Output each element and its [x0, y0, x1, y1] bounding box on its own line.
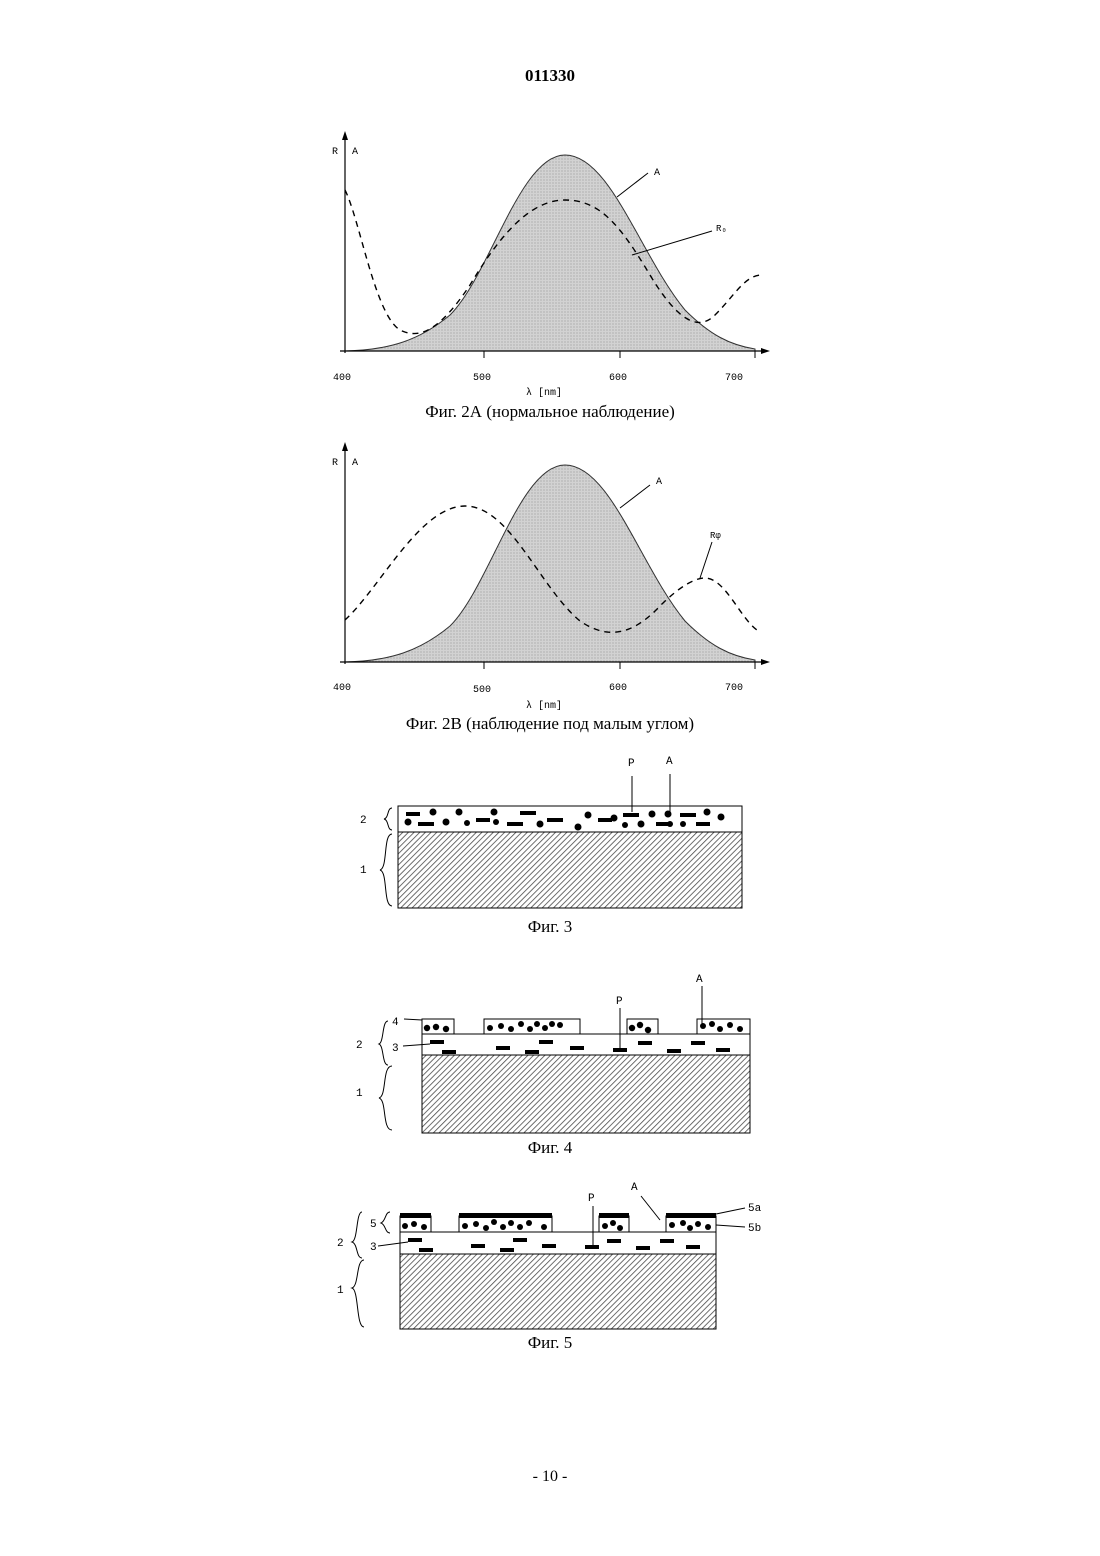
figure-2a-chart: R A 400 500 600 700 λ [nm] A R₀ [0, 125, 1100, 405]
label-layer-1: 1 [360, 865, 367, 877]
y-axis-arrow [342, 442, 348, 451]
label-layer-3: 3 [370, 1242, 377, 1254]
curve-label-a: A [656, 477, 662, 488]
leader-5b [716, 1225, 745, 1227]
label-layer-5b: 5b [748, 1223, 761, 1235]
page-number: - 10 - [0, 1468, 1100, 1486]
label-p: P [628, 758, 635, 770]
y-label-r: R [332, 458, 338, 469]
leader-r0 [632, 231, 712, 255]
brace-layer-2 [379, 1021, 388, 1065]
label-layer-2: 2 [360, 815, 367, 827]
brace-layer-2 [352, 1212, 362, 1258]
label-layer-3: 3 [392, 1043, 399, 1055]
absorption-curve-fill [345, 155, 755, 351]
x-tick-label-700: 700 [725, 373, 743, 384]
y-axis-arrow [342, 131, 348, 140]
label-layer-1: 1 [356, 1088, 363, 1100]
label-layer-1: 1 [337, 1285, 344, 1297]
top-layer-5a [400, 1213, 716, 1218]
label-a: A [631, 1182, 638, 1194]
label-layer-2: 2 [337, 1238, 344, 1250]
brace-layer-1 [352, 1260, 364, 1327]
figure-4-caption: Фиг. 4 [0, 1138, 1100, 1158]
x-tick-label-400: 400 [333, 683, 351, 694]
label-layer-5a: 5a [748, 1203, 762, 1215]
x-axis-arrow [761, 659, 770, 665]
label-p: P [588, 1193, 595, 1205]
leader-5a [716, 1208, 745, 1214]
x-axis-label: λ [nm] [526, 700, 562, 712]
leader-a [641, 1196, 660, 1220]
x-tick-label-600: 600 [609, 683, 627, 694]
figure-2a-caption: Фиг. 2А (нормальное наблюдение) [0, 402, 1100, 422]
figure-4-diagram: A P 4 3 2 1 [0, 966, 1100, 1138]
y-label-a: A [352, 147, 358, 158]
absorber-patches-layer-5b [400, 1216, 716, 1232]
curve-label-rphi: Rφ [710, 531, 721, 541]
label-layer-2: 2 [356, 1040, 363, 1052]
brace-layer-1 [379, 1066, 392, 1130]
absorber-particles [424, 1021, 743, 1033]
figure-3-caption: Фиг. 3 [0, 917, 1100, 937]
label-a: A [696, 974, 703, 986]
leader-layer-4 [404, 1019, 422, 1020]
label-layer-5: 5 [370, 1219, 377, 1231]
document-number: 011330 [0, 66, 1100, 86]
brace-layer-1 [380, 834, 392, 906]
leader-rphi [700, 542, 712, 578]
figure-5-caption: Фиг. 5 [0, 1333, 1100, 1353]
x-tick-label-600: 600 [609, 373, 627, 384]
substrate-layer-1 [398, 832, 742, 908]
x-tick-label-500: 500 [473, 685, 491, 696]
x-axis-arrow [761, 348, 770, 354]
leader-a [620, 485, 650, 508]
coating-layer-2 [398, 806, 742, 832]
brace-layer-2 [384, 808, 392, 830]
x-axis-label: λ [nm] [526, 387, 562, 399]
substrate-layer-1 [400, 1254, 716, 1329]
figure-2b-caption: Фиг. 2В (наблюдение под малым углом) [0, 714, 1100, 734]
label-a: A [666, 756, 673, 768]
leader-a [617, 173, 648, 197]
y-label-r: R [332, 147, 338, 158]
absorption-curve-fill [345, 465, 755, 662]
absorber-particles [402, 1219, 711, 1231]
x-tick-label-700: 700 [725, 683, 743, 694]
curve-label-a: A [654, 168, 660, 179]
x-tick-label-500: 500 [473, 373, 491, 384]
label-p: P [616, 996, 623, 1008]
figure-2b-chart: R A 400 500 600 700 λ [nm] A Rφ [0, 438, 1100, 718]
label-layer-4: 4 [392, 1017, 399, 1029]
figure-3-diagram: P A 2 1 [0, 748, 1100, 918]
curve-label-r0: R₀ [716, 224, 727, 234]
figure-5-diagram: A P 5a 5b 5 3 2 1 [0, 1176, 1100, 1336]
substrate-layer-1 [422, 1055, 750, 1133]
x-tick-label-400: 400 [333, 373, 351, 384]
y-label-a: A [352, 458, 358, 469]
brace-layer-5 [381, 1212, 390, 1233]
